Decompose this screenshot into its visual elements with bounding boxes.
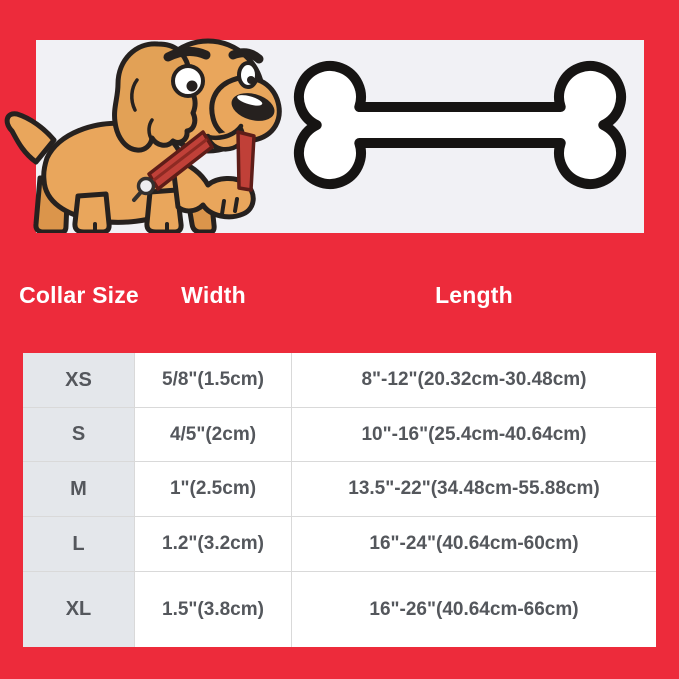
cell-m-size: M	[23, 462, 135, 517]
cell-xl-length: 16"-26"(40.64cm-66cm)	[292, 572, 656, 647]
column-header-collar-size: Collar Size	[19, 281, 139, 308]
cell-s-width: 4/5"(2cm)	[135, 408, 292, 462]
cell-xs-length: 8"-12"(20.32cm-30.48cm)	[292, 353, 656, 408]
cell-l-length: 16"-24"(40.64cm-60cm)	[292, 517, 656, 572]
cell-m-width: 1"(2.5cm)	[135, 462, 292, 517]
cell-xl-size: XL	[23, 572, 135, 647]
cell-xs-size: XS	[23, 353, 135, 408]
cell-l-size: L	[23, 517, 135, 572]
cell-s-length: 10"-16"(25.4cm-40.64cm)	[292, 408, 656, 462]
size-chart-header: Collar Size Width Length	[19, 270, 656, 320]
dog-bone-icon	[294, 60, 626, 190]
cell-m-length: 13.5"-22"(34.48cm-55.88cm)	[292, 462, 656, 517]
cartoon-dog-with-leash-icon	[4, 38, 282, 233]
size-chart-table: XS 5/8"(1.5cm) 8"-12"(20.32cm-30.48cm) S…	[23, 353, 656, 647]
cell-l-width: 1.2"(3.2cm)	[135, 517, 292, 572]
column-header-length: Length	[435, 281, 513, 308]
cell-xl-width: 1.5"(3.8cm)	[135, 572, 292, 647]
cell-s-size: S	[23, 408, 135, 462]
cell-xs-width: 5/8"(1.5cm)	[135, 353, 292, 408]
column-header-width: Width	[181, 281, 246, 308]
